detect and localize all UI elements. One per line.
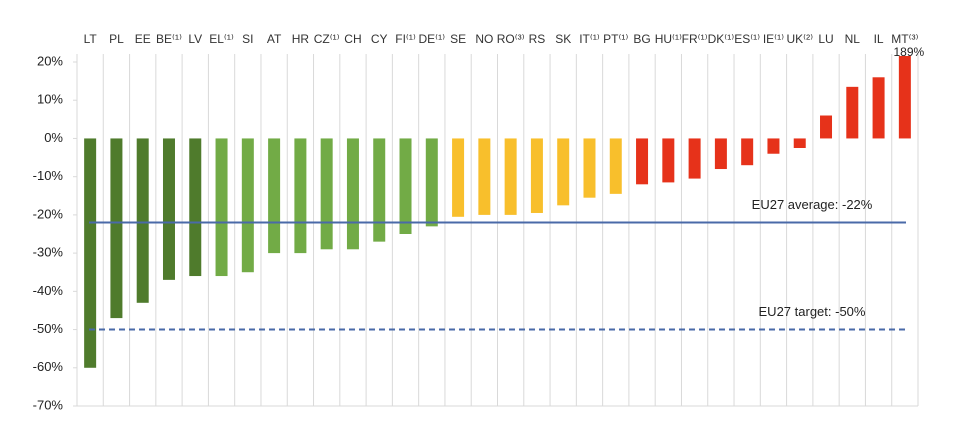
y-tick-label: -70% <box>33 397 64 412</box>
y-tick-label: -60% <box>33 359 64 374</box>
bar <box>425 138 438 227</box>
y-tick-label: -30% <box>33 245 64 260</box>
bar <box>320 138 333 250</box>
y-tick-label: -10% <box>33 168 64 183</box>
x-tick-label: RO⁽³⁾ <box>497 32 525 46</box>
x-tick-label: SI <box>242 32 253 46</box>
x-tick-label: MT⁽³⁾ <box>891 32 918 46</box>
bar <box>504 138 517 215</box>
x-tick-label: IE⁽¹⁾ <box>763 32 784 46</box>
x-tick-label: UK⁽²⁾ <box>786 32 813 46</box>
x-tick-label: DE⁽¹⁾ <box>419 32 446 46</box>
x-tick-label: HR <box>292 32 310 46</box>
x-tick-label: LT <box>84 32 98 46</box>
x-tick-label: SE <box>450 32 466 46</box>
x-tick-label: CZ⁽¹⁾ <box>314 32 340 46</box>
bar <box>268 138 281 254</box>
x-tick-label: EE <box>135 32 151 46</box>
bar <box>767 138 780 154</box>
x-tick-label: CH <box>344 32 361 46</box>
bar <box>346 138 359 250</box>
y-tick-label: 0% <box>44 130 63 145</box>
bar <box>714 138 727 170</box>
y-tick-label: 20% <box>37 53 63 68</box>
bar <box>688 138 701 179</box>
x-tick-label: IL <box>874 32 884 46</box>
x-tick-label: CY <box>371 32 388 46</box>
bar <box>189 138 202 277</box>
y-tick-label: -50% <box>33 321 64 336</box>
bar <box>215 138 228 277</box>
x-tick-label: DK⁽¹⁾ <box>708 32 735 46</box>
bar <box>793 138 806 148</box>
bar <box>741 138 754 166</box>
bar <box>662 138 675 183</box>
x-tick-label: EL⁽¹⁾ <box>209 32 234 46</box>
x-tick-label: HU⁽¹⁾ <box>655 32 682 46</box>
x-tick-label: IT⁽¹⁾ <box>579 32 600 46</box>
bar <box>399 138 412 234</box>
reference-label: EU27 average: -22% <box>752 197 873 212</box>
bar <box>583 138 596 198</box>
bar <box>820 115 833 139</box>
bar <box>609 138 622 194</box>
bar <box>136 138 149 303</box>
x-tick-label: LU <box>818 32 833 46</box>
bar <box>478 138 491 215</box>
bar <box>557 138 570 206</box>
y-tick-label: -40% <box>33 283 64 298</box>
bar <box>452 138 465 217</box>
x-tick-label: BG <box>633 32 650 46</box>
x-tick-label: RS <box>529 32 546 46</box>
x-tick-label: NL <box>845 32 861 46</box>
bar <box>898 56 911 139</box>
x-tick-label: PT⁽¹⁾ <box>603 32 628 46</box>
x-tick-label: FI⁽¹⁾ <box>395 32 416 46</box>
bar <box>294 138 307 254</box>
x-tick-label: AT <box>267 32 282 46</box>
x-tick-label: ES⁽¹⁾ <box>734 32 760 46</box>
x-tick-label: FR⁽¹⁾ <box>682 32 708 46</box>
x-tick-label: LV <box>188 32 202 46</box>
bar <box>162 138 175 280</box>
value-label: 189% <box>894 45 925 59</box>
bar <box>872 77 885 139</box>
x-tick-label: NO <box>475 32 493 46</box>
bar <box>84 138 97 368</box>
reference-label: EU27 target: -50% <box>759 304 866 319</box>
x-tick-label: PL <box>109 32 124 46</box>
bar <box>110 138 123 319</box>
bar <box>241 138 254 273</box>
x-tick-label: BE⁽¹⁾ <box>156 32 182 46</box>
bar <box>373 138 386 242</box>
bar <box>636 138 649 185</box>
x-tick-label: SK <box>555 32 571 46</box>
bar <box>530 138 543 213</box>
bar <box>846 86 859 139</box>
y-tick-label: -20% <box>33 206 64 221</box>
y-tick-label: 10% <box>37 92 63 107</box>
